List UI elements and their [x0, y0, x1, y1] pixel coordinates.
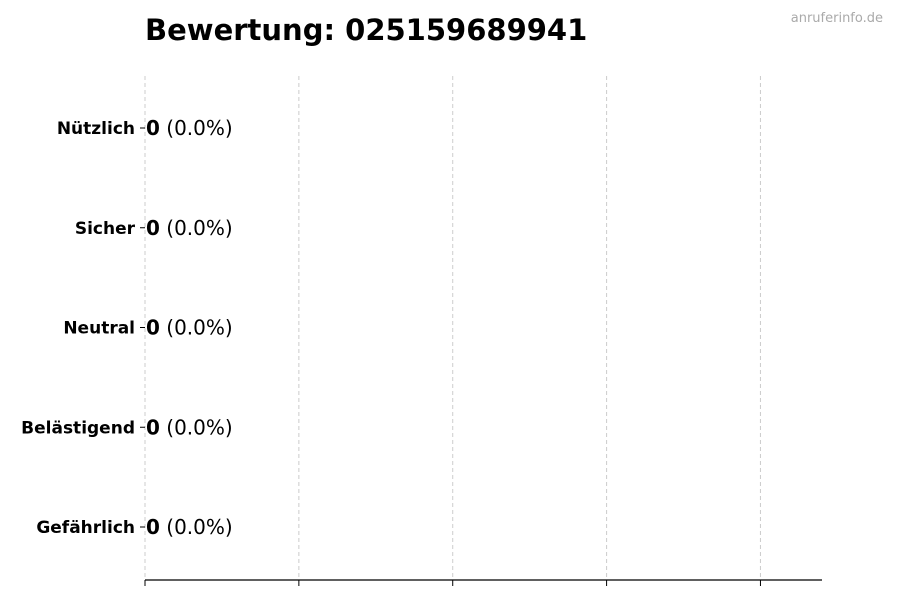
data-label-percent: (0.0%) [160, 216, 233, 240]
y-tick-label: Neutral [63, 319, 135, 339]
data-label: 0 (0.0%) [146, 415, 233, 439]
data-label-percent: (0.0%) [160, 316, 233, 340]
data-label-count: 0 [146, 116, 160, 140]
data-label-count: 0 [146, 216, 160, 240]
data-label: 0 (0.0%) [146, 316, 233, 340]
chart-title: Bewertung: 025159689941 [145, 13, 587, 47]
data-label-percent: (0.0%) [160, 116, 233, 140]
data-label-percent: (0.0%) [160, 515, 233, 539]
data-label-count: 0 [146, 515, 160, 539]
data-label-count: 0 [146, 316, 160, 340]
data-label: 0 (0.0%) [146, 116, 233, 140]
data-label: 0 (0.0%) [146, 515, 233, 539]
watermark: anruferinfo.de [791, 11, 883, 26]
data-label-count: 0 [146, 415, 160, 439]
y-tick-label: Belästigend [21, 418, 135, 438]
y-tick-label: Gefährlich [36, 518, 135, 538]
y-tick-label: Nützlich [57, 119, 135, 139]
data-label-percent: (0.0%) [160, 415, 233, 439]
y-tick-label: Sicher [75, 219, 136, 239]
data-label: 0 (0.0%) [146, 216, 233, 240]
